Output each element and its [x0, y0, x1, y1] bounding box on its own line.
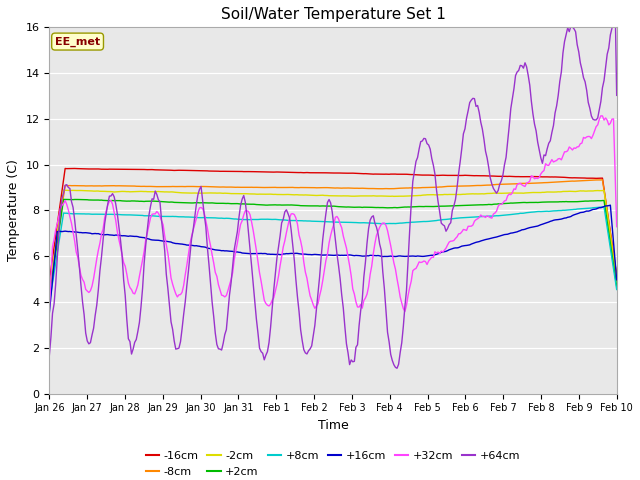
Text: EE_met: EE_met	[55, 36, 100, 47]
Y-axis label: Temperature (C): Temperature (C)	[7, 159, 20, 262]
Title: Soil/Water Temperature Set 1: Soil/Water Temperature Set 1	[221, 7, 445, 22]
X-axis label: Time: Time	[317, 419, 348, 432]
Legend: -16cm, -8cm, -2cm, +2cm, +8cm, +16cm, +32cm, +64cm: -16cm, -8cm, -2cm, +2cm, +8cm, +16cm, +3…	[141, 447, 525, 480]
